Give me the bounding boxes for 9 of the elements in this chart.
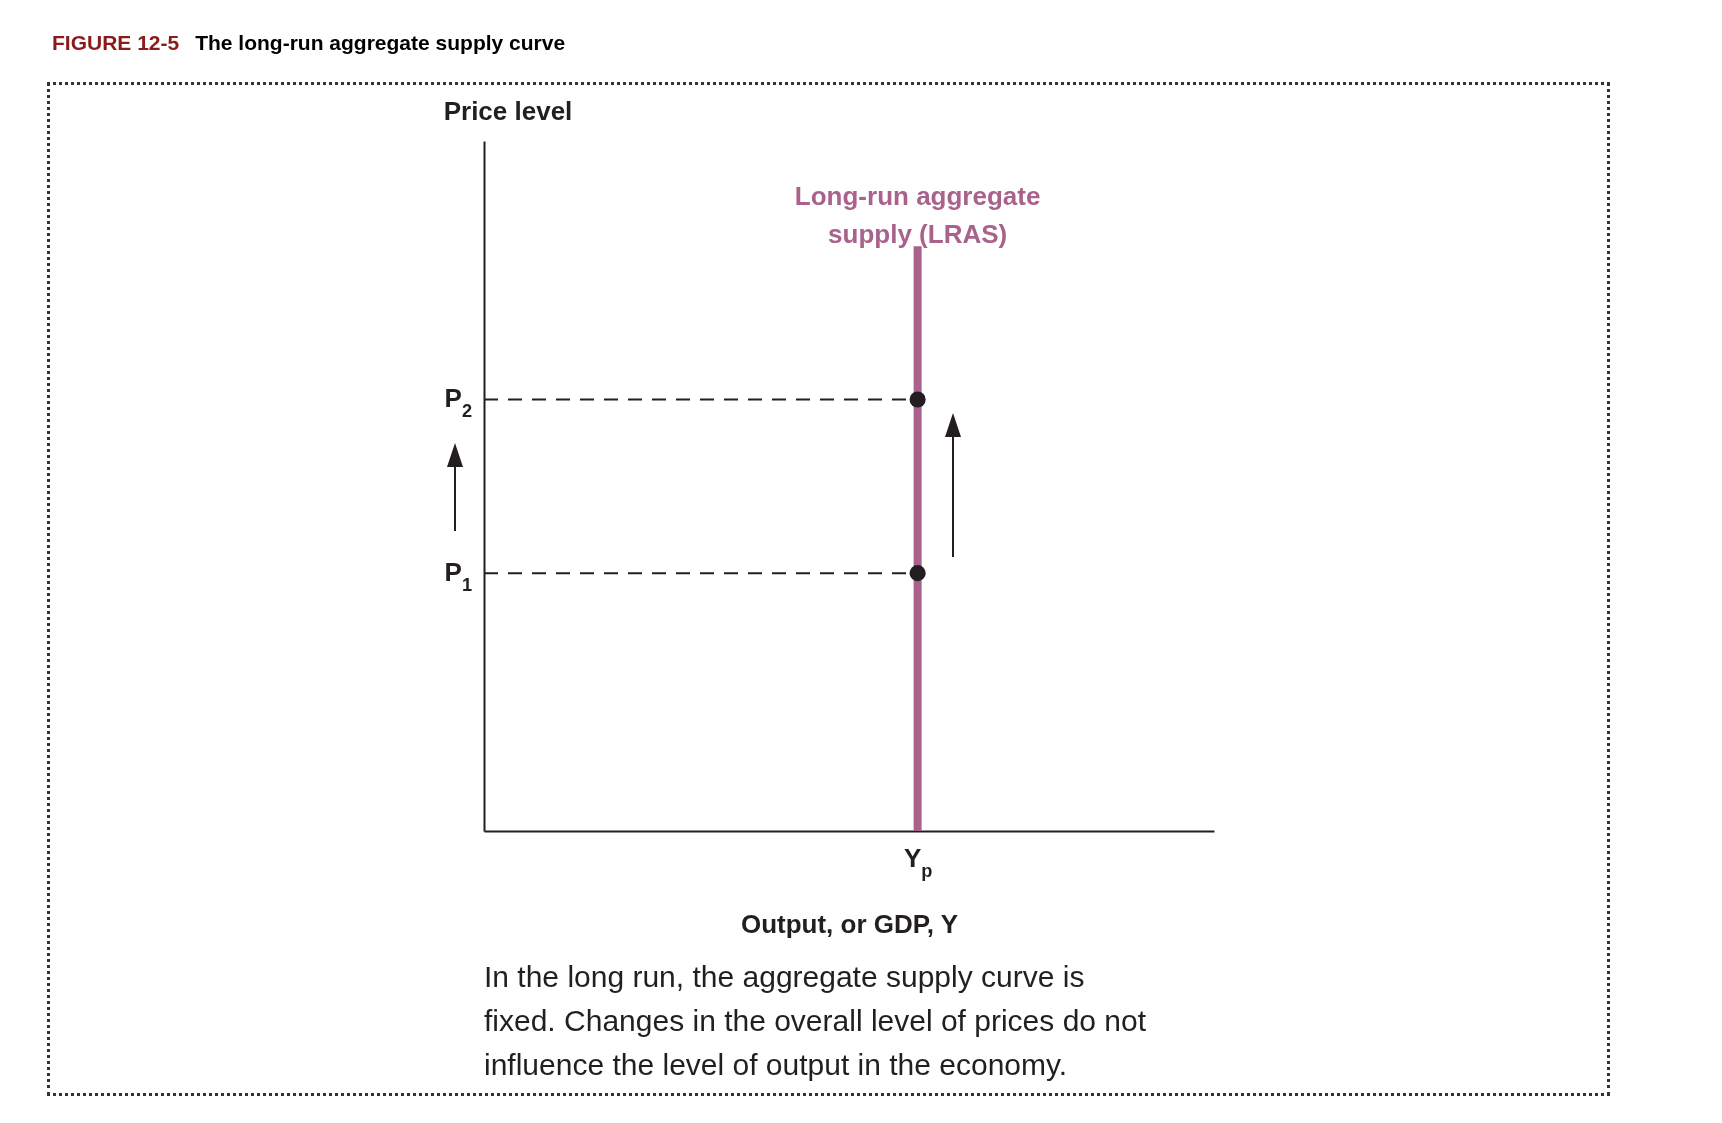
- text: FIGURE 12-5: [52, 31, 180, 54]
- text: In the long run, the aggregate supply curve is fixed. Changes in the overall level of prices do not influence the level of output in the economy.: [484, 959, 1148, 1083]
- x-axis-title: Output, or GDP, Y: [740, 908, 959, 939]
- text: The long-run aggregate supply curve: [195, 31, 566, 54]
- ref-line-label: P$_{2}$: [444, 383, 472, 422]
- series-label: Long-run aggregate supply (LRAS): [794, 181, 1041, 250]
- x-tick-label: Y$_{p}$: [903, 842, 933, 881]
- ref-line-label: P$_{1}$: [444, 557, 472, 596]
- text: Price level: [443, 96, 573, 126]
